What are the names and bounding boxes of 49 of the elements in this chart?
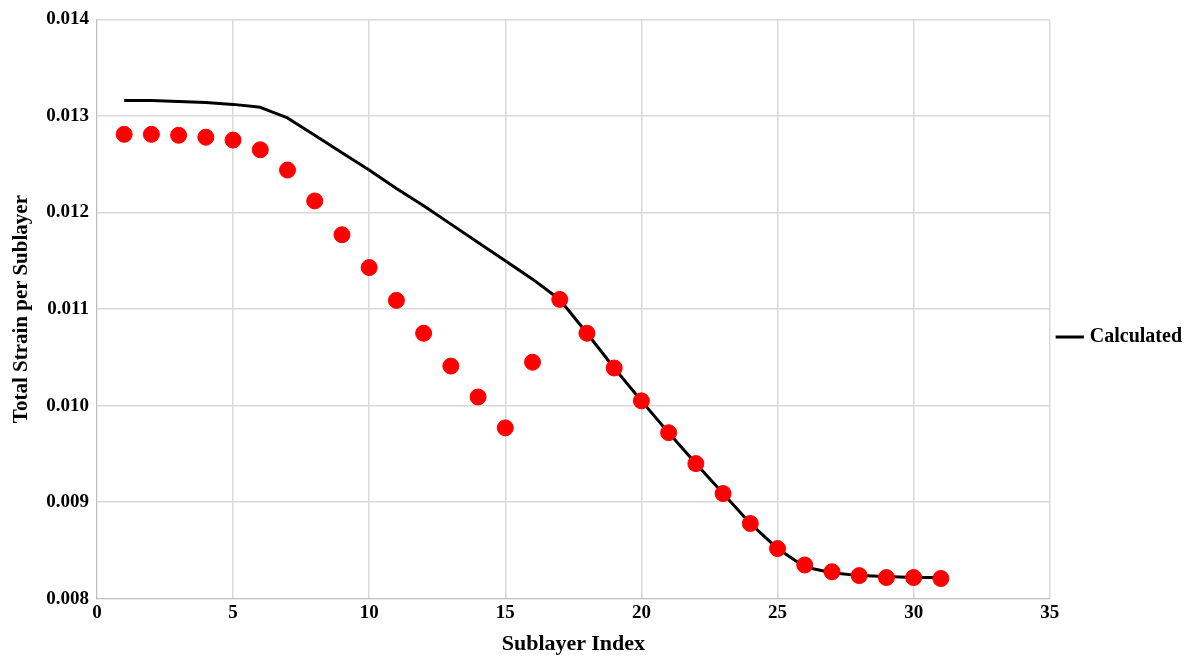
x-tick-label: 35 bbox=[1040, 601, 1060, 623]
point bbox=[415, 324, 433, 342]
x-tick-label: 25 bbox=[768, 601, 788, 623]
y-tick-label: 0.012 bbox=[46, 200, 89, 222]
x-tick-label: 5 bbox=[228, 601, 238, 623]
point bbox=[306, 192, 324, 210]
y-tick-label: 0.013 bbox=[46, 103, 89, 125]
point bbox=[877, 569, 895, 587]
y-axis-title: Total Strain per Sublayer bbox=[8, 195, 33, 424]
x-tick-label: 30 bbox=[904, 601, 924, 623]
point bbox=[360, 259, 378, 277]
point bbox=[142, 125, 160, 143]
point bbox=[279, 161, 297, 179]
point bbox=[741, 514, 759, 532]
x-tick-label: 10 bbox=[359, 601, 379, 623]
point bbox=[850, 567, 868, 585]
point bbox=[905, 569, 923, 587]
point bbox=[224, 131, 242, 149]
point bbox=[714, 485, 732, 503]
x-axis-title: Sublayer Index bbox=[501, 630, 645, 656]
point bbox=[632, 392, 650, 410]
point bbox=[578, 324, 596, 342]
point bbox=[796, 556, 814, 574]
point bbox=[932, 570, 950, 588]
y-tick-label: 0.011 bbox=[47, 297, 89, 319]
point bbox=[823, 563, 841, 581]
point bbox=[442, 357, 460, 375]
x-tick-label: 20 bbox=[631, 601, 651, 623]
y-tick-label: 0.014 bbox=[46, 7, 90, 29]
point bbox=[170, 126, 188, 144]
point bbox=[496, 419, 514, 437]
point bbox=[469, 388, 487, 406]
point bbox=[251, 141, 269, 159]
legend-label: Calculated bbox=[1089, 324, 1182, 347]
x-tick-label: 0 bbox=[92, 601, 102, 623]
point bbox=[524, 353, 542, 371]
point bbox=[660, 424, 678, 442]
y-tick-label: 0.009 bbox=[46, 490, 89, 512]
point bbox=[551, 290, 569, 308]
point bbox=[115, 125, 133, 143]
point bbox=[769, 540, 787, 558]
y-tick-label: 0.008 bbox=[46, 586, 89, 608]
y-tick-label: 0.010 bbox=[46, 393, 89, 415]
x-tick-label: 15 bbox=[495, 601, 515, 623]
point bbox=[387, 291, 405, 309]
point bbox=[605, 359, 623, 377]
point bbox=[197, 128, 215, 146]
point bbox=[687, 455, 705, 473]
point bbox=[333, 226, 351, 244]
